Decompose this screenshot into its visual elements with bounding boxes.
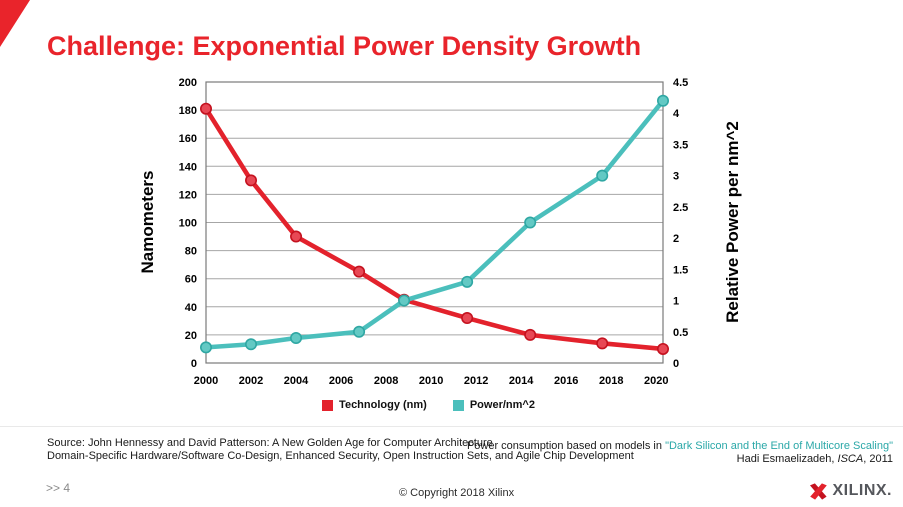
axis-tick-label: 2 [673,233,679,245]
source-note: Source: John Hennessy and David Patterso… [47,437,634,462]
axis-tick-label: 2020 [644,375,668,387]
axis-tick-label: 4 [673,108,680,120]
data-point-power [524,216,537,229]
data-point-technology [524,328,537,341]
axis-tick-label: 140 [179,161,197,173]
data-point-technology [200,102,213,115]
data-point-technology [596,337,609,350]
xilinx-logo: XILINX. [810,482,892,500]
data-point-technology [245,174,258,187]
axis-tick-label: 100 [179,218,197,230]
axis-tick-label: 180 [179,105,197,117]
legend-item-technology: Technology (nm) [322,399,427,411]
axis-tick-label: 2016 [554,375,578,387]
axis-tick-label: 200 [179,77,197,89]
axis-tick-label: 1 [673,296,679,308]
axis-tick-label: 2018 [599,375,623,387]
axis-tick-label: 2010 [419,375,443,387]
left-axis-title: Namometers [138,170,157,274]
footer-divider [0,426,903,427]
source-note-line2: Domain-Specific Hardware/Software Co-Des… [47,449,634,462]
axis-tick-label: 2000 [194,375,218,387]
axis-tick-label: 80 [185,246,197,258]
axis-tick-label: 120 [179,189,197,201]
power-note-prefix: Power consumption based on models in [466,440,666,452]
data-point-power [245,338,258,351]
xilinx-logo-glyph [810,482,828,500]
page-title: Challenge: Exponential Power Density Gro… [47,31,642,62]
power-note-year: , 2011 [863,452,893,465]
axis-tick-label: 0.5 [673,327,688,339]
legend-label-technology: Technology (nm) [339,399,427,411]
chart-legend: Technology (nm) Power/nm^2 [200,399,657,411]
source-note-line1: Source: John Hennessy and David Patterso… [47,437,493,449]
axis-tick-label: 4.5 [673,77,688,89]
data-point-technology [353,265,366,278]
axis-tick-label: 40 [185,302,197,314]
axis-tick-label: 2008 [374,375,398,387]
data-point-power [398,294,411,307]
series-line-technology [203,106,666,352]
data-point-technology [656,342,669,355]
axis-tick-label: 0 [191,358,197,370]
axis-tick-label: 2002 [239,375,263,387]
axis-tick-label: 3 [673,171,679,183]
power-note-author: Hadi Esmaelizadeh, [736,452,838,465]
axis-tick-label: 3.5 [673,139,688,151]
legend-label-power: Power/nm^2 [469,399,535,411]
data-point-power [596,169,609,182]
axis-tick-label: 1.5 [673,264,688,276]
axis-tick-label: 60 [185,274,197,286]
axis-tick-label: 2.5 [673,202,688,214]
legend-swatch-teal [452,399,464,411]
axis-tick-label: 160 [179,133,197,145]
power-note-conference: ISCA [837,452,864,465]
plot-border [205,81,664,364]
data-point-power [656,94,669,107]
axis-tick-label: 0 [673,358,679,370]
data-point-technology [290,230,303,243]
right-axis-title: Relative Power per nm^2 [723,121,742,323]
xilinx-logo-text: XILINX. [832,482,892,499]
axis-tick-label: 2004 [284,375,309,387]
power-note-line1: Power consumption based on models in "Da… [467,440,893,453]
power-density-chart: 2001801601401201008060402004.543.532.521… [179,77,689,387]
axis-tick-label: 2012 [464,375,488,387]
axis-tick-label: 2006 [329,375,353,387]
dark-silicon-link[interactable]: "Dark Silicon and the End of Multicore S… [665,440,893,452]
legend-swatch-red [322,399,334,411]
axis-tick-label: 20 [185,330,197,342]
data-point-technology [461,312,474,325]
data-point-power [353,325,366,338]
power-note-line2: Hadi Esmaelizadeh, ISCA, 2011 [467,453,893,466]
data-point-power [290,332,303,345]
copyright-text: © Copyright 2018 Xilinx [399,487,515,499]
power-note: Power consumption based on models in "Da… [467,440,893,465]
data-point-power [461,275,474,288]
axis-tick-label: 2014 [509,375,534,387]
page-number: >> 4 [46,481,71,495]
data-point-power [200,341,213,354]
legend-item-power: Power/nm^2 [452,399,535,411]
